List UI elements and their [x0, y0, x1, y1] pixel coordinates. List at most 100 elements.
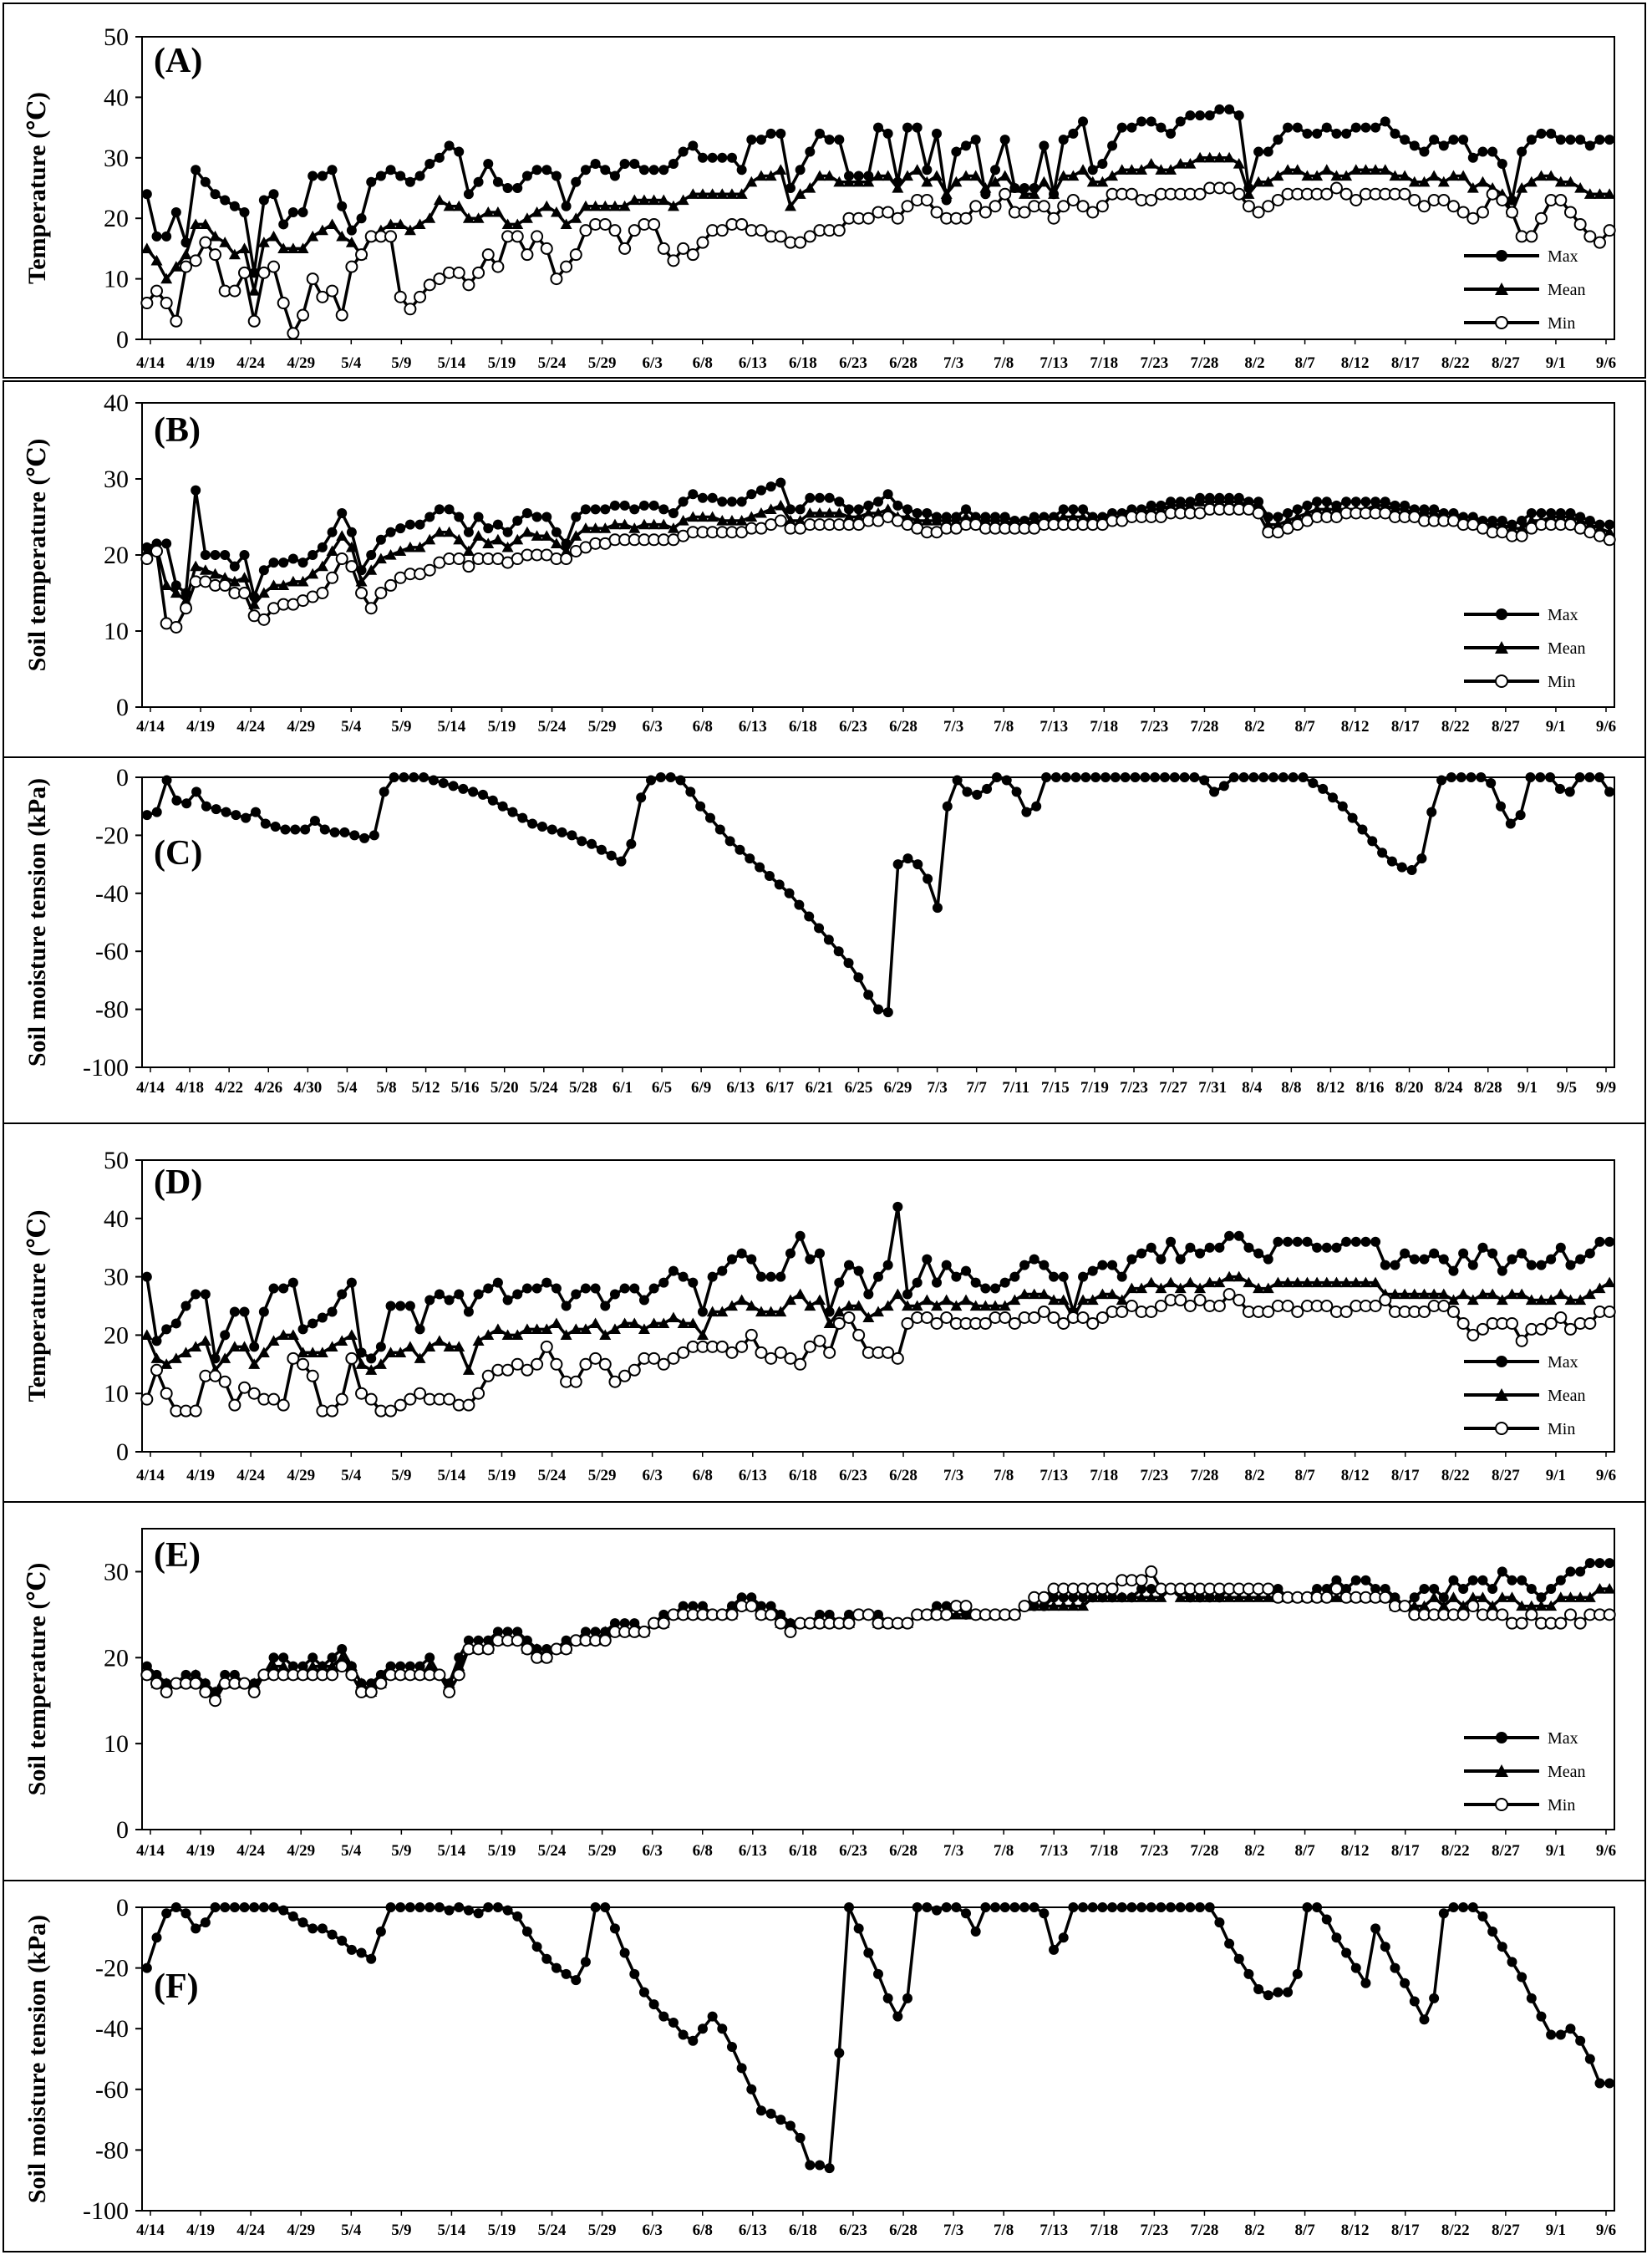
data-point — [1048, 1294, 1060, 1306]
x-tick-label: 7/11 — [1002, 1079, 1029, 1097]
data-point — [590, 504, 601, 515]
data-point — [638, 1323, 650, 1335]
data-point — [706, 511, 719, 522]
data-point — [1223, 1591, 1236, 1602]
data-point — [150, 1677, 164, 1690]
data-point — [389, 772, 399, 782]
x-tick-label: 8/2 — [1244, 354, 1264, 372]
data-point — [308, 1318, 318, 1329]
x-tick-label: 6/8 — [693, 2222, 713, 2239]
data-point — [1233, 1953, 1244, 1964]
data-point — [512, 1626, 523, 1637]
data-point — [843, 504, 854, 515]
data-point — [1009, 1271, 1020, 1282]
x-tick-label: 4/29 — [287, 1467, 315, 1484]
data-point — [561, 201, 572, 211]
data-point — [491, 1323, 504, 1335]
data-point — [1438, 140, 1449, 151]
data-point — [170, 206, 181, 217]
data-point — [404, 541, 416, 552]
data-point — [1185, 1242, 1196, 1253]
data-point — [1222, 181, 1236, 195]
data-point — [1574, 515, 1587, 526]
panel-frame — [3, 3, 1646, 379]
data-point — [1515, 810, 1526, 821]
data-point — [989, 176, 1002, 187]
data-point — [346, 225, 357, 236]
data-point — [560, 260, 573, 273]
data-point — [1426, 807, 1437, 817]
x-tick-label: 8/7 — [1294, 718, 1315, 736]
data-point — [638, 1295, 649, 1306]
data-point — [1496, 1294, 1508, 1306]
y-tick-label: 30 — [104, 466, 129, 493]
data-point — [492, 519, 503, 530]
data-point — [686, 248, 699, 262]
data-point — [1360, 122, 1371, 133]
data-point — [199, 1677, 211, 1688]
data-point — [1262, 1282, 1274, 1294]
x-tick-label: 5/4 — [337, 1079, 358, 1097]
data-point — [404, 303, 417, 316]
data-point — [385, 165, 396, 176]
x-tick-label: 7/3 — [943, 2222, 963, 2239]
data-point — [842, 1300, 855, 1311]
data-point — [1428, 1591, 1441, 1602]
data-point — [1233, 187, 1246, 201]
data-point — [297, 308, 310, 322]
data-point — [385, 1902, 396, 1912]
x-tick-label: 7/28 — [1191, 718, 1219, 736]
data-point — [1416, 853, 1427, 864]
data-point — [1097, 1902, 1108, 1912]
data-point — [228, 1398, 241, 1412]
data-point — [1097, 1260, 1108, 1270]
data-point — [483, 523, 494, 534]
data-point — [248, 1358, 261, 1369]
data-point — [873, 122, 883, 133]
data-point — [580, 504, 591, 515]
y-tick-label: -20 — [95, 1955, 129, 1983]
data-point — [1183, 1300, 1197, 1312]
data-point — [1554, 1616, 1568, 1630]
data-point — [1535, 170, 1548, 181]
data-point — [1370, 1584, 1381, 1594]
x-tick-label: 7/3 — [943, 1842, 963, 1860]
data-point — [1116, 1305, 1129, 1318]
data-point — [1448, 1902, 1459, 1912]
data-point — [180, 1908, 191, 1919]
data-point — [228, 575, 241, 587]
data-point — [210, 1902, 221, 1912]
data-point — [1563, 206, 1577, 219]
data-point — [1526, 1260, 1537, 1270]
data-point — [1125, 1300, 1138, 1312]
data-point — [1380, 1584, 1390, 1594]
x-tick-label: 8/12 — [1341, 2222, 1370, 2239]
data-point — [375, 1341, 386, 1352]
data-point — [697, 1601, 708, 1611]
data-point — [336, 1335, 348, 1346]
data-point — [599, 522, 612, 533]
data-point — [1339, 187, 1353, 201]
data-point — [1476, 772, 1487, 782]
x-tick-label: 7/3 — [943, 718, 963, 736]
data-point — [1370, 122, 1381, 133]
data-point — [1418, 1600, 1431, 1611]
data-point — [1204, 1902, 1215, 1912]
data-point — [990, 1283, 1001, 1294]
data-point — [629, 1283, 640, 1294]
data-point — [834, 135, 845, 145]
data-point — [180, 602, 193, 615]
data-point — [736, 165, 747, 176]
legend-marker — [1495, 316, 1508, 329]
data-point — [1166, 1236, 1177, 1247]
x-tick-label: 6/17 — [765, 1079, 794, 1097]
data-point — [482, 1329, 495, 1340]
data-point — [258, 565, 269, 576]
data-point — [1204, 1242, 1215, 1253]
data-point — [472, 1335, 485, 1346]
data-point — [745, 1300, 758, 1311]
legend-label: Mean — [1548, 1387, 1586, 1405]
data-point — [1145, 158, 1157, 169]
data-point — [755, 506, 767, 518]
